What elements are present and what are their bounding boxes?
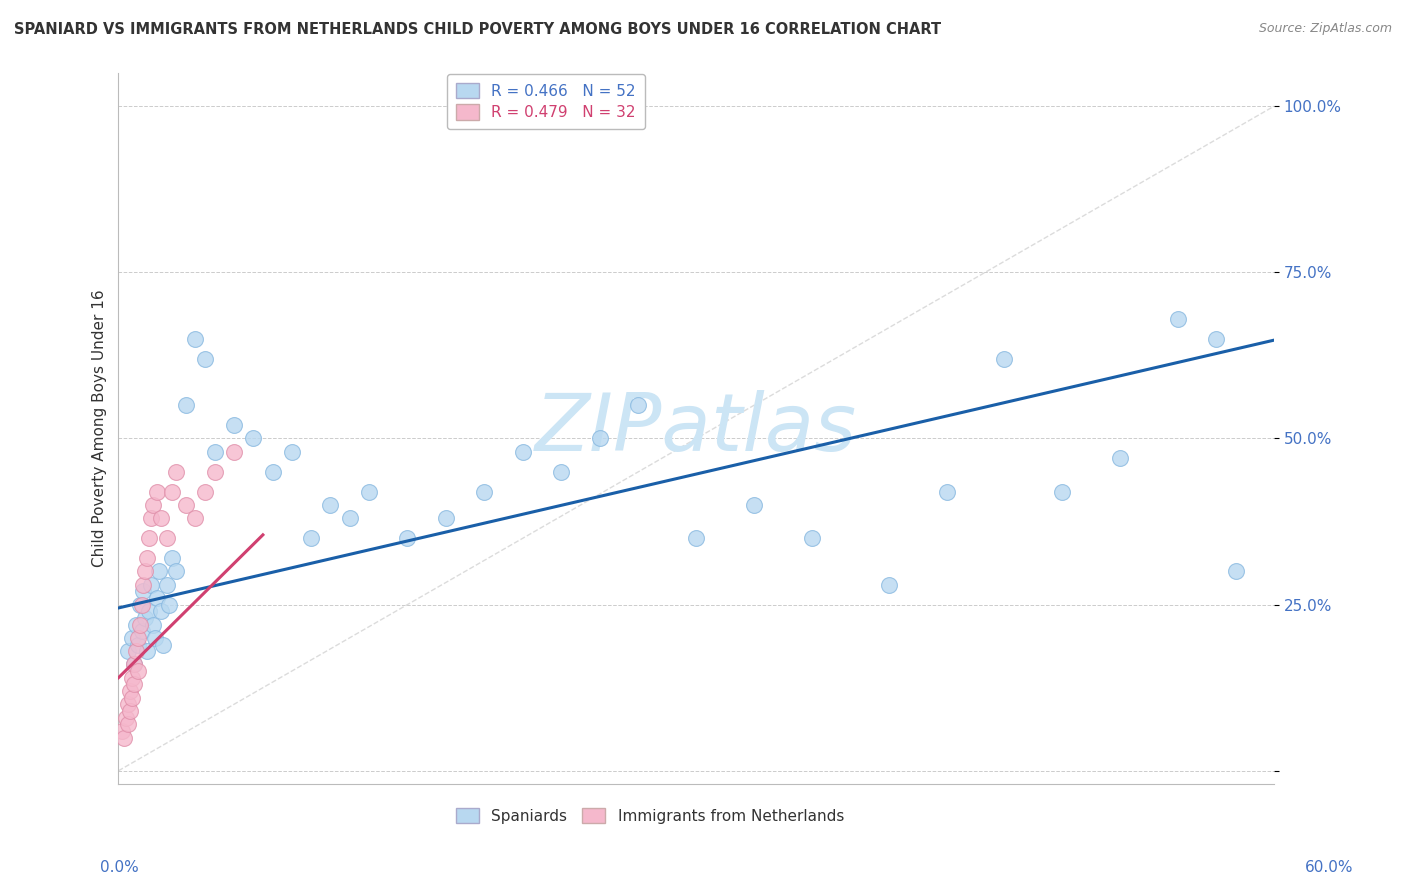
Point <box>742 498 765 512</box>
Point <box>877 577 900 591</box>
Point <box>138 531 160 545</box>
Text: 60.0%: 60.0% <box>1305 860 1353 874</box>
Point <box>142 617 165 632</box>
Point <box>146 484 169 499</box>
Point <box>155 577 177 591</box>
Point <box>357 484 380 499</box>
Point <box>162 551 184 566</box>
Text: 0.0%: 0.0% <box>100 860 139 874</box>
Point <box>149 511 172 525</box>
Point <box>319 498 342 512</box>
Y-axis label: Child Poverty Among Boys Under 16: Child Poverty Among Boys Under 16 <box>93 290 107 567</box>
Point <box>1050 484 1073 499</box>
Point <box>165 565 187 579</box>
Point <box>115 710 138 724</box>
Point <box>122 677 145 691</box>
Point <box>146 591 169 605</box>
Point <box>117 717 139 731</box>
Point <box>165 465 187 479</box>
Point <box>800 531 823 545</box>
Point <box>194 351 217 366</box>
Point <box>204 465 226 479</box>
Point <box>299 531 322 545</box>
Point <box>118 704 141 718</box>
Point <box>122 657 145 672</box>
Point <box>134 565 156 579</box>
Point <box>149 604 172 618</box>
Point <box>262 465 284 479</box>
Legend: Spaniards, Immigrants from Netherlands: Spaniards, Immigrants from Netherlands <box>450 802 851 830</box>
Point <box>174 498 197 512</box>
Point <box>128 598 150 612</box>
Point <box>118 684 141 698</box>
Point <box>162 484 184 499</box>
Point <box>143 631 166 645</box>
Point <box>117 644 139 658</box>
Point <box>128 617 150 632</box>
Point <box>474 484 496 499</box>
Point <box>155 531 177 545</box>
Point <box>184 332 207 346</box>
Point <box>111 723 134 738</box>
Point <box>121 671 143 685</box>
Text: SPANIARD VS IMMIGRANTS FROM NETHERLANDS CHILD POVERTY AMONG BOYS UNDER 16 CORREL: SPANIARD VS IMMIGRANTS FROM NETHERLANDS … <box>14 22 941 37</box>
Point <box>142 498 165 512</box>
Point <box>512 444 534 458</box>
Point <box>127 638 149 652</box>
Point <box>121 690 143 705</box>
Point <box>1225 565 1247 579</box>
Point <box>396 531 419 545</box>
Point <box>157 598 180 612</box>
Point <box>204 444 226 458</box>
Point <box>127 664 149 678</box>
Point <box>136 551 159 566</box>
Point <box>281 444 304 458</box>
Point <box>117 698 139 712</box>
Point <box>121 631 143 645</box>
Point <box>131 624 153 639</box>
Point <box>141 577 163 591</box>
Point <box>935 484 957 499</box>
Point <box>550 465 572 479</box>
Point <box>627 398 650 412</box>
Point <box>993 351 1015 366</box>
Text: Source: ZipAtlas.com: Source: ZipAtlas.com <box>1258 22 1392 36</box>
Point <box>685 531 707 545</box>
Text: ZIPatlas: ZIPatlas <box>536 390 858 467</box>
Point <box>127 631 149 645</box>
Point <box>131 598 153 612</box>
Point <box>132 577 155 591</box>
Point <box>174 398 197 412</box>
Point <box>134 611 156 625</box>
Point <box>222 418 245 433</box>
Point <box>125 644 148 658</box>
Point <box>132 584 155 599</box>
Point <box>434 511 457 525</box>
Point <box>112 731 135 745</box>
Point <box>122 657 145 672</box>
Point <box>1205 332 1227 346</box>
Point <box>1167 311 1189 326</box>
Point <box>184 511 207 525</box>
Point <box>138 604 160 618</box>
Point <box>339 511 361 525</box>
Point <box>1109 451 1132 466</box>
Point <box>141 511 163 525</box>
Point <box>136 644 159 658</box>
Point <box>194 484 217 499</box>
Point <box>222 444 245 458</box>
Point <box>125 617 148 632</box>
Point <box>589 432 612 446</box>
Point <box>148 565 170 579</box>
Point <box>152 638 174 652</box>
Point <box>242 432 264 446</box>
